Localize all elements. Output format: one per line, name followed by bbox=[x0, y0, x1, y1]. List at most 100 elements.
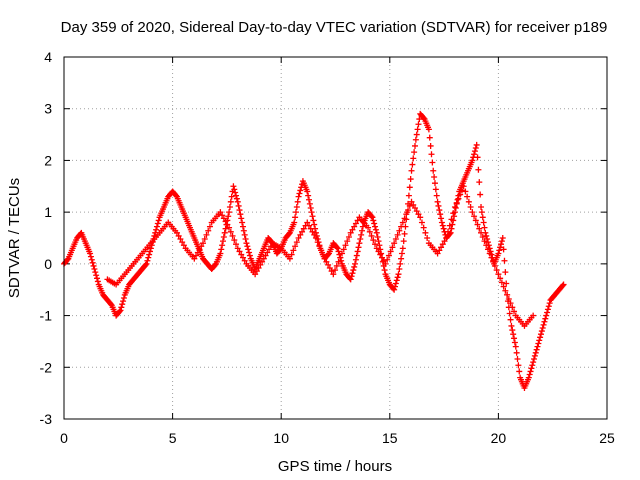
data-point bbox=[397, 260, 404, 267]
data-point bbox=[373, 245, 380, 252]
data-point bbox=[399, 245, 406, 252]
data-point bbox=[503, 280, 510, 287]
data-point bbox=[372, 223, 379, 230]
data-point bbox=[401, 230, 408, 237]
data-point bbox=[438, 215, 445, 222]
data-point bbox=[297, 187, 304, 194]
data-point bbox=[238, 251, 245, 258]
data-point bbox=[454, 196, 461, 203]
data-point bbox=[546, 300, 553, 307]
data-point bbox=[335, 258, 342, 265]
data-point bbox=[243, 240, 250, 247]
data-point bbox=[420, 224, 427, 231]
data-point bbox=[393, 277, 400, 284]
data-point bbox=[481, 224, 488, 231]
data-point bbox=[348, 273, 355, 280]
data-point bbox=[405, 207, 412, 214]
data-point bbox=[508, 322, 515, 329]
data-point bbox=[534, 343, 541, 350]
data-point bbox=[475, 166, 482, 173]
data-point bbox=[543, 312, 550, 319]
data-point bbox=[425, 126, 432, 133]
data-point bbox=[394, 231, 401, 238]
data-point bbox=[476, 179, 483, 186]
data-point bbox=[294, 198, 301, 205]
data-point bbox=[490, 258, 497, 265]
y-tick-label: -3 bbox=[40, 411, 53, 427]
data-point bbox=[396, 266, 403, 273]
data-point bbox=[177, 236, 184, 243]
data-point bbox=[323, 258, 330, 265]
data-point bbox=[234, 198, 241, 205]
data-point bbox=[450, 210, 457, 217]
data-point bbox=[375, 238, 382, 245]
data-point bbox=[511, 335, 518, 342]
data-point bbox=[292, 214, 299, 221]
data-point bbox=[306, 196, 313, 203]
data-point bbox=[194, 249, 201, 256]
data-point bbox=[90, 262, 97, 269]
data-point bbox=[153, 223, 160, 230]
data-point bbox=[535, 340, 542, 347]
data-point bbox=[353, 252, 360, 259]
data-point bbox=[537, 331, 544, 338]
data-point bbox=[142, 261, 149, 268]
data-point bbox=[431, 180, 438, 187]
data-point bbox=[446, 222, 453, 229]
data-point bbox=[309, 213, 316, 220]
data-point bbox=[407, 176, 414, 183]
data-point bbox=[333, 244, 340, 251]
data-point bbox=[507, 316, 514, 323]
data-point bbox=[415, 121, 422, 128]
data-point bbox=[286, 230, 293, 237]
data-point bbox=[332, 267, 339, 274]
data-point bbox=[479, 233, 486, 240]
data-point bbox=[349, 270, 356, 277]
tick-labels: 0 5 10 15 20 25 -3 -2 -1 0 1 2 3 4 bbox=[40, 49, 615, 446]
data-point bbox=[252, 271, 259, 278]
data-point bbox=[241, 257, 248, 264]
data-point bbox=[230, 183, 237, 190]
data-point bbox=[245, 246, 252, 253]
data-point bbox=[398, 223, 405, 230]
data-point bbox=[471, 151, 478, 158]
data-point bbox=[505, 296, 512, 303]
data-point bbox=[511, 339, 518, 346]
data-point bbox=[217, 250, 224, 257]
data-point bbox=[179, 239, 186, 246]
data-point bbox=[321, 255, 328, 262]
data-point bbox=[307, 205, 314, 212]
data-point bbox=[509, 327, 516, 334]
data-point bbox=[333, 262, 340, 269]
data-point bbox=[434, 198, 441, 205]
data-point bbox=[501, 257, 508, 264]
data-point bbox=[253, 268, 260, 275]
data-point bbox=[88, 256, 95, 263]
data-point bbox=[310, 217, 317, 224]
data-point bbox=[354, 217, 361, 224]
data-point bbox=[514, 356, 521, 363]
data-point bbox=[200, 240, 207, 247]
data-point bbox=[409, 161, 416, 168]
data-point bbox=[529, 362, 536, 369]
data-point bbox=[259, 258, 266, 265]
data-point bbox=[147, 248, 154, 255]
data-point bbox=[513, 349, 520, 356]
data-point bbox=[87, 250, 94, 257]
data-point bbox=[260, 255, 267, 262]
data-point bbox=[411, 142, 418, 149]
data-point bbox=[306, 222, 313, 229]
data-point bbox=[233, 195, 240, 202]
data-point bbox=[374, 233, 381, 240]
data-point bbox=[415, 211, 422, 218]
data-point bbox=[193, 252, 200, 259]
data-point bbox=[451, 203, 458, 210]
y-tick-label: 1 bbox=[44, 204, 52, 220]
data-point bbox=[304, 219, 311, 226]
grid-lines bbox=[64, 57, 607, 419]
data-point bbox=[291, 219, 298, 226]
data-point bbox=[424, 235, 431, 241]
data-point bbox=[370, 217, 377, 224]
data-point bbox=[266, 246, 273, 253]
data-point bbox=[530, 359, 537, 366]
